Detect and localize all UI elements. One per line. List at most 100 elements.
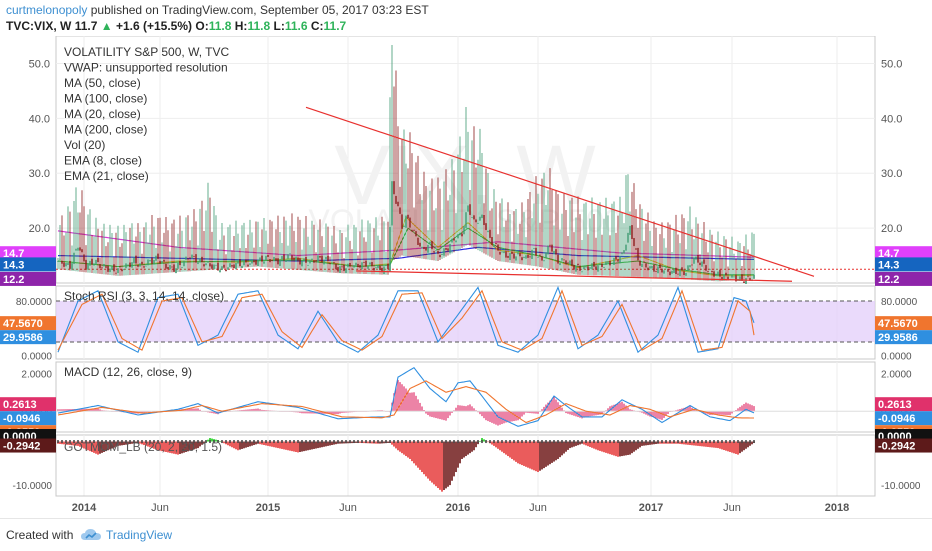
macd-hist-bar — [295, 411, 297, 413]
momentum-dot — [445, 440, 447, 444]
macd-hist-bar — [311, 411, 313, 414]
momentum-bar — [643, 441, 645, 446]
price-tag-right — [875, 397, 932, 412]
momentum-dot — [277, 440, 279, 444]
candle-body — [301, 261, 303, 267]
macd-hist-bar — [95, 408, 97, 412]
candle-body — [429, 241, 431, 244]
macd-hist-bar — [329, 411, 331, 414]
candle-body — [217, 262, 219, 271]
candle-body — [741, 274, 743, 281]
price-tag-right — [875, 438, 932, 453]
momentum-dot — [601, 440, 603, 444]
chart-area[interactable]: 50.0 50.0 40.0 40.0 30.0 30.0 20.0 20.0 VIX, W VO… — [0, 35, 932, 518]
candle-body — [77, 247, 79, 251]
price-tag-left — [0, 411, 56, 426]
price-tag-right — [875, 246, 932, 261]
candle-body — [183, 260, 185, 267]
candle-body — [473, 215, 475, 220]
candle-body — [383, 266, 385, 275]
candle-body — [427, 244, 429, 253]
candle-body — [417, 237, 419, 245]
momentum-dot — [281, 440, 283, 444]
momentum-bar — [97, 441, 99, 455]
macd-hist-bar — [529, 411, 531, 414]
macd-hist-bar — [415, 395, 417, 412]
momentum-dot — [665, 440, 667, 444]
author-link[interactable]: curtmelonopoly — [6, 3, 88, 17]
momentum-dot — [349, 440, 351, 444]
momentum-dot — [137, 440, 139, 444]
momentum-dot — [221, 440, 223, 444]
x-axis-tick: Jun — [529, 502, 547, 514]
momentum-bar — [155, 441, 157, 450]
macd-hist-bar — [725, 411, 727, 415]
macd-hist-bar — [309, 411, 311, 414]
momentum-bar — [499, 441, 501, 451]
candle-body — [565, 260, 567, 265]
candle-body — [311, 258, 313, 261]
momentum-bar — [637, 441, 639, 449]
momentum-bar — [751, 441, 753, 445]
candle-body — [629, 225, 631, 235]
momentum-dot — [653, 440, 655, 444]
momentum-bar — [541, 441, 543, 470]
macd-hist-bar — [653, 411, 655, 418]
momentum-dot — [753, 440, 755, 444]
momentum-bar — [331, 441, 333, 446]
momentum-bar — [475, 441, 477, 448]
momentum-dot — [317, 440, 319, 444]
candle-body — [437, 251, 439, 254]
macd-hist-bar — [661, 411, 663, 420]
momentum-bar — [91, 441, 93, 452]
candle-body — [499, 251, 501, 255]
momentum-dot — [117, 440, 119, 444]
macd-hist-bar — [321, 411, 323, 414]
tradingview-link[interactable]: TradingView — [106, 528, 173, 542]
candle-body — [559, 262, 561, 266]
candle-body — [225, 269, 227, 272]
macd-hist-bar — [641, 411, 643, 413]
candle-body — [693, 257, 695, 264]
candle-body — [669, 271, 671, 276]
macd-hist-bar — [517, 411, 519, 421]
candle-body — [481, 214, 483, 219]
candle-body — [315, 260, 317, 262]
candle-body — [157, 253, 159, 259]
price-tag-right — [875, 271, 932, 286]
momentum-bar — [723, 441, 725, 451]
momentum-bar — [171, 441, 173, 454]
candle-body — [323, 259, 325, 265]
momentum-bar — [649, 441, 651, 445]
macd-hist-bar — [741, 405, 743, 412]
candle-body — [111, 266, 113, 271]
momentum-bar — [233, 441, 235, 449]
candle-body — [461, 233, 463, 237]
momentum-dot — [385, 440, 387, 444]
momentum-bar — [201, 441, 203, 445]
momentum-bar — [63, 441, 65, 445]
momentum-dot — [77, 440, 79, 444]
momentum-bar — [439, 441, 441, 490]
candle-body — [319, 256, 321, 258]
macd-hist-bar — [467, 405, 469, 412]
momentum-bar — [399, 441, 401, 452]
candle-body — [631, 225, 633, 240]
macd-hist-bar — [565, 411, 567, 414]
momentum-bar — [533, 441, 535, 471]
candle-body — [699, 262, 701, 266]
candle-body — [273, 256, 275, 262]
momentum-bar — [275, 441, 277, 448]
candle-body — [673, 269, 675, 273]
momentum-bar — [491, 441, 493, 445]
candle-body — [509, 252, 511, 261]
candle-body — [687, 265, 689, 271]
indicator-legend: VOLATILITY S&P 500, W, TVC VWAP: unsuppor… — [64, 45, 230, 183]
macd-hist-bar — [651, 411, 653, 418]
macd-hist-bar — [623, 403, 625, 412]
macd-hist-bar — [423, 410, 425, 412]
x-axis-tick: Jun — [151, 502, 169, 514]
momentum-bar — [223, 441, 225, 444]
macd-hist-bar — [193, 408, 195, 412]
